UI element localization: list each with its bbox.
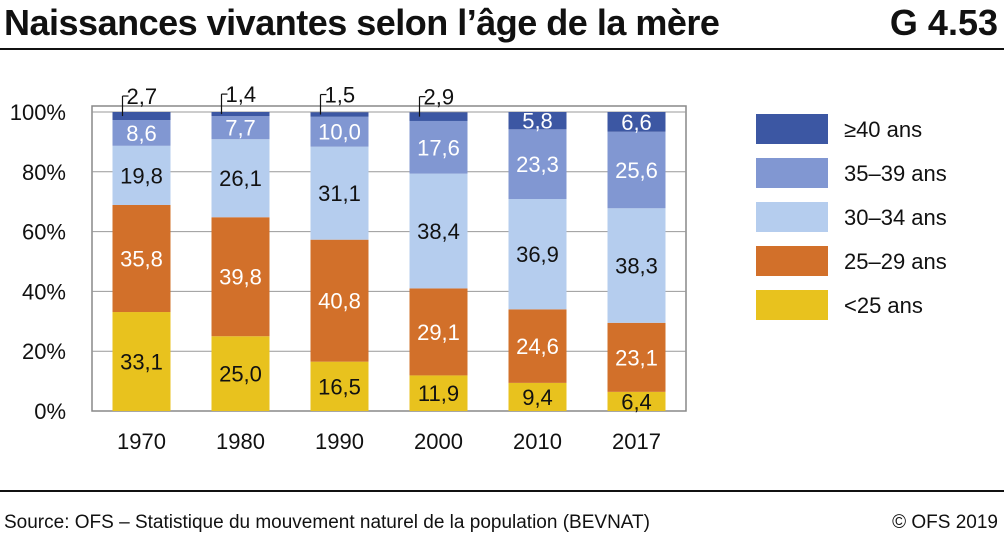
bar-segment-25_29 [112,204,171,313]
legend-label-30_34: 30–34 ans [844,205,947,230]
y-tick-label: 40% [22,279,66,304]
source-note: Source: OFS – Statistique du mouvement n… [4,512,650,533]
y-tick-label: 60% [22,220,66,245]
bar-segment-25_29 [607,322,666,392]
top-rule [0,48,1004,50]
data-label-ge40: 2,9 [424,85,455,110]
legend-swatch-30_34 [756,202,828,232]
legend-swatch-25_29 [756,246,828,276]
legend-label-ge40: ≥40 ans [844,117,922,142]
bar-segment-35_39 [112,120,171,146]
data-label-25_29: 29,1 [417,320,460,345]
bar-segment-35_39 [310,116,369,147]
data-label-30_34: 36,9 [516,242,559,267]
bar-segment-30_34 [211,139,270,218]
data-label-30_34: 38,4 [417,219,460,244]
data-label-30_34: 31,1 [318,181,361,206]
legend-swatch-ge40 [756,114,828,144]
figure-number: G 4.53 [889,2,998,43]
bar-segment-ge40 [508,112,567,130]
data-label-lt25: 16,5 [318,374,361,399]
legend-label-lt25: <25 ans [844,293,923,318]
data-label-25_29: 35,8 [120,247,163,272]
y-tick-label: 0% [34,399,66,424]
data-label-35_39: 8,6 [126,121,157,146]
legend-label-25_29: 25–29 ans [844,249,947,274]
bar-segment-30_34 [508,199,567,310]
bar-segment-lt25 [409,375,468,411]
stacked-bar-chart: 0% 20% 40% 60% 80% 100% 33,1 35,8 19,8 8,6 2,7 1970… [10,82,947,454]
bar-segment-25_29 [409,288,468,376]
data-label-lt25: 6,4 [621,389,652,414]
bar-segment-lt25 [508,382,567,411]
bottom-rule [0,490,1004,492]
chart-title: Naissances vivantes selon l’âge de la mè… [4,2,720,43]
bar-segment-ge40 [112,112,171,121]
bar-segment-25_29 [508,309,567,383]
bar-segment-ge40 [310,112,369,117]
bar-segment-30_34 [607,208,666,323]
data-label-35_39: 25,6 [615,158,658,183]
x-tick-label: 1970 [117,429,166,454]
legend-label-35_39: 35–39 ans [844,161,947,186]
data-label-35_39: 17,6 [417,135,460,160]
data-label-ge40: 2,7 [127,84,158,109]
data-label-30_34: 26,1 [219,166,262,191]
x-tick-label: 2000 [414,429,463,454]
data-label-ge40: 1,5 [325,83,356,108]
bar-segment-lt25 [211,336,270,411]
bar-segment-30_34 [409,173,468,289]
data-label-25_29: 23,1 [615,345,658,370]
x-tick-label: 2010 [513,429,562,454]
data-label-30_34: 38,3 [615,254,658,279]
bar-segment-lt25 [112,312,171,411]
bar-segment-ge40 [607,112,666,132]
data-label-lt25: 33,1 [120,350,163,375]
y-tick-label: 80% [22,160,66,185]
data-label-ge40: 5,8 [522,109,553,134]
data-label-ge40: 1,4 [226,82,257,107]
legend-swatch-35_39 [756,158,828,188]
bar-segment-25_29 [310,239,369,362]
x-tick-label: 2017 [612,429,661,454]
bar-segment-35_39 [508,129,567,200]
bar-segment-ge40 [409,112,468,121]
data-label-35_39: 23,3 [516,152,559,177]
bar-segment-30_34 [112,145,171,205]
x-tick-label: 1990 [315,429,364,454]
bar-segment-35_39 [607,131,666,209]
data-label-25_29: 39,8 [219,265,262,290]
data-label-lt25: 11,9 [418,381,459,406]
data-label-35_39: 7,7 [225,116,256,141]
bar-segment-35_39 [409,120,468,174]
x-tick-label: 1980 [216,429,265,454]
data-label-lt25: 9,4 [522,385,553,410]
plot-frame [91,105,687,412]
bar-segment-ge40 [211,112,270,117]
bar-segment-25_29 [211,217,270,337]
bar-segment-35_39 [211,116,270,140]
bar-segment-lt25 [310,361,369,411]
data-label-30_34: 19,8 [120,163,163,188]
bar-segment-30_34 [310,146,369,240]
data-label-lt25: 25,0 [219,362,262,387]
data-label-ge40: 6,6 [621,110,652,135]
y-tick-label: 20% [22,339,66,364]
bar-segment-lt25 [607,391,666,411]
copyright-note: © OFS 2019 [892,512,998,533]
data-label-25_29: 24,6 [516,334,559,359]
data-label-35_39: 10,0 [318,120,361,145]
legend-swatch-lt25 [756,290,828,320]
data-label-25_29: 40,8 [318,289,361,314]
y-tick-label: 100% [10,100,66,125]
